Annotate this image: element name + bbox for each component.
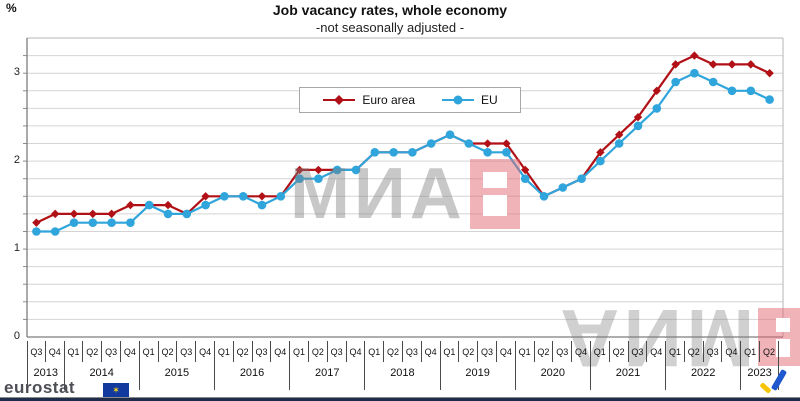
x-axis-quarter-label: Q2 [234, 341, 253, 362]
x-axis-year-label: 2020 [516, 362, 591, 390]
x-axis-quarter-label: Q4 [196, 341, 215, 362]
x-axis-quarter-label: Q4 [497, 341, 516, 362]
watermark-mia-corner: МИА [556, 292, 800, 383]
eu-line-marker-icon [442, 95, 475, 105]
x-axis-quarter-label: Q4 [347, 341, 366, 362]
legend-item-eu: EU [441, 93, 498, 107]
bottom-border-bar [0, 397, 800, 401]
x-axis-quarter-label: Q2 [760, 341, 779, 362]
x-axis-quarter-label: Q2 [159, 341, 178, 362]
x-axis-quarter-label: Q1 [65, 341, 84, 362]
y-axis-tick-label: 3 [13, 66, 20, 79]
x-axis-quarter-row: Q3 Q4 Q1 Q2 Q3 Q4 Q1 Q2 Q3 Q4 Q1 Q2 Q3 Q4 Q1 Q2 Q3 Q4 Q1 Q2… [27, 341, 779, 362]
x-axis-year-row: 2013 2014 2015 2016 2017 2018 2019 2020 2021 2022… [27, 362, 779, 390]
y-axis-unit-label: % [6, 1, 17, 15]
legend-item-euro-area: Euro area [322, 93, 415, 107]
x-axis-quarter-label: Q1 [666, 341, 685, 362]
x-axis-quarter-label: Q4 [271, 341, 291, 362]
watermark-logo-block [469, 159, 520, 229]
x-axis-quarter-label: Q2 [535, 341, 554, 362]
x-axis-quarter-label: Q3 [629, 341, 648, 362]
legend-label-euro-area: Euro area [362, 93, 416, 107]
x-axis-quarter-label: Q3 [253, 341, 272, 362]
x-axis-quarter-label: Q3 [478, 341, 497, 362]
watermark-mia-center: МИА [290, 158, 520, 230]
x-axis-quarter-label: Q1 [290, 341, 309, 362]
legend-label-eu: EU [481, 93, 498, 107]
chart-legend: Euro area EU [299, 87, 521, 113]
x-axis-quarter-label: Q3 [553, 341, 573, 362]
x-axis-quarter-label: Q1 [365, 341, 385, 362]
x-axis-quarter-label: Q1 [441, 341, 460, 362]
x-axis-year-label: 2018 [365, 362, 441, 390]
x-axis-quarter-label: Q3 [328, 341, 347, 362]
x-axis-quarter-label: Q2 [309, 341, 328, 362]
x-axis-year-label: 2014 [65, 362, 140, 390]
x-axis-quarter-label: Q4 [572, 341, 591, 362]
x-axis-quarter-label: Q1 [140, 341, 159, 362]
x-axis-year-label: 2016 [215, 362, 291, 390]
x-axis-quarter-label: Q1 [215, 341, 234, 362]
y-axis-tick-label: 0 [13, 330, 20, 342]
x-axis-year-label: 2017 [290, 362, 366, 390]
chart-title-block: Job vacancy rates, whole economy -not se… [0, 2, 780, 36]
euro-area-line-marker-icon [323, 95, 356, 105]
x-axis-quarter-label: Q1 [591, 341, 610, 362]
x-axis-quarter-label: Q1 [516, 341, 535, 362]
watermark-text: МИА [290, 154, 466, 234]
watermark-logo-block [758, 308, 800, 366]
x-axis-quarter-label: Q3 [102, 341, 121, 362]
x-axis-year-label: 2022 [666, 362, 742, 390]
x-axis-quarter-label: Q1 [741, 341, 761, 362]
x-axis-quarter-label: Q4 [722, 341, 742, 362]
x-axis-quarter-label: Q3 [704, 341, 723, 362]
chart-subtitle: -not seasonally adjusted - [315, 19, 465, 35]
x-axis-quarter-label: Q3 [27, 341, 46, 362]
x-axis-year-label: 2021 [591, 362, 667, 390]
x-axis-year-label: 2013 [27, 362, 65, 390]
x-axis-quarter-label: Q3 [177, 341, 197, 362]
x-axis-quarter-label: Q2 [610, 341, 629, 362]
chart-title: Job vacancy rates, whole economy [272, 2, 508, 18]
x-axis-quarter-label: Q2 [384, 341, 403, 362]
x-axis-quarter-label: Q4 [647, 341, 667, 362]
x-axis-quarter-label: Q3 [403, 341, 422, 362]
x-axis-year-label: 2015 [140, 362, 215, 390]
x-axis-year-label: 2019 [441, 362, 516, 390]
x-axis-quarter-label: Q2 [459, 341, 479, 362]
y-axis-tick-label: 2 [13, 154, 20, 167]
x-axis-quarter-label: Q4 [422, 341, 441, 362]
x-axis-quarter-label: Q4 [46, 341, 65, 362]
eurostat-logo-text: eurostat [4, 378, 76, 397]
x-axis-quarter-label: Q2 [83, 341, 103, 362]
x-axis-quarter-label: Q4 [121, 341, 140, 362]
x-axis-quarter-label: Q2 [685, 341, 704, 362]
y-axis-tick-label: 1 [13, 242, 20, 255]
eu-flag-icon: ✶ [103, 383, 129, 398]
